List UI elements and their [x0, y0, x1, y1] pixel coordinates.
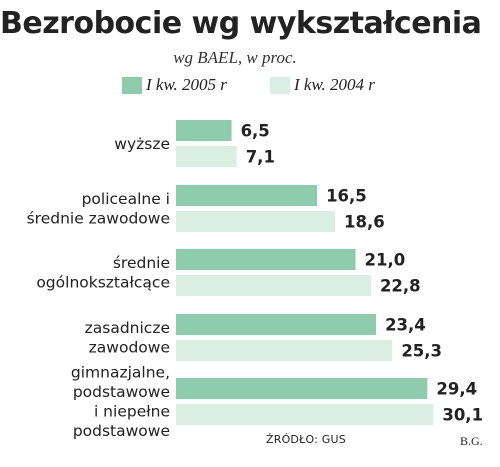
chart-title: Bezrobocie wg wykształcenia: [0, 6, 482, 41]
category-label-4-0: gimnazjalne,: [71, 364, 170, 382]
bar-2004-1: [176, 211, 336, 232]
value-label-2004-1: 18,6: [344, 213, 385, 232]
category-label-3-0: zasadnicze: [85, 319, 170, 337]
value-label-2004-4: 30,1: [442, 406, 483, 425]
bar-2004-3: [176, 340, 393, 361]
bar-2004-0: [176, 146, 237, 167]
bar-2005-1: [176, 185, 318, 206]
value-label-2005-4: 29,4: [436, 380, 477, 399]
bar-2005-2: [176, 249, 356, 270]
value-label-2004-2: 22,8: [380, 277, 421, 296]
category-label-4-2: i niepełne: [94, 403, 170, 421]
category-label-0-0: wyższe: [114, 135, 170, 153]
value-label-2004-0: 7,1: [246, 148, 275, 167]
bar-2004-4: [176, 404, 434, 425]
value-label-2004-3: 25,3: [401, 342, 442, 361]
category-label-1-0: policealne i: [82, 190, 170, 208]
legend-label-2005: I kw. 2005 r: [146, 75, 227, 94]
author-credit: B.G.: [460, 434, 483, 448]
value-label-2005-0: 6,5: [241, 122, 270, 141]
legend-swatch-2004: [270, 77, 290, 94]
bar-2005-3: [176, 314, 377, 335]
bar-2004-2: [176, 275, 371, 296]
legend-label-2004: I kw. 2004 r: [294, 75, 375, 94]
category-label-4-1: podstawowe: [73, 383, 170, 401]
category-label-2-1: ogólnokształcące: [36, 274, 170, 292]
value-label-2005-3: 23,4: [385, 316, 426, 335]
legend-swatch-2005: [122, 77, 142, 94]
chart-subtitle: wg BAEL, w proc.: [173, 48, 297, 67]
category-label-4-3: podstawowe: [73, 422, 170, 440]
category-label-3-1: zawodowe: [89, 339, 170, 357]
source-note: ŹRÓDŁO: GUS: [266, 433, 346, 446]
value-label-2005-2: 21,0: [365, 251, 406, 270]
value-label-2005-1: 16,5: [326, 187, 367, 206]
bar-2005-4: [176, 378, 428, 399]
category-label-2-0: średnie: [113, 254, 170, 272]
category-label-1-1: średnie zawodowe: [27, 210, 170, 228]
bar-2005-0: [176, 120, 232, 141]
